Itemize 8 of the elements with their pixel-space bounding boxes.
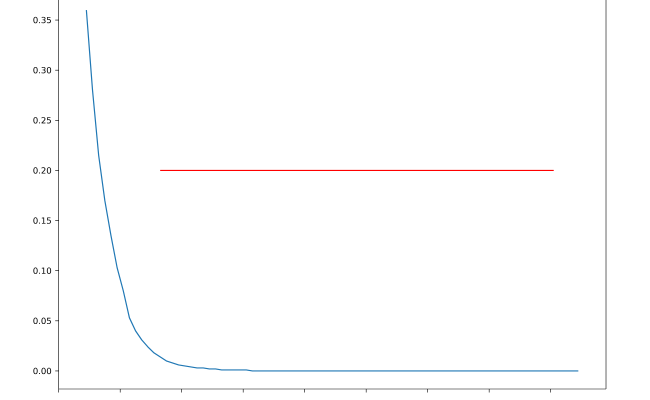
y-tick-label: 0.15 <box>33 217 51 224</box>
y-tick-label: 0.35 <box>33 16 51 24</box>
y-tick-label: 0.30 <box>33 66 52 74</box>
y-tick-label: 0.00 <box>33 368 52 374</box>
y-tick-label: 0.20 <box>33 167 52 174</box>
y-tick-label: 0.05 <box>33 318 51 324</box>
y-tick-label: 0.10 <box>33 267 52 274</box>
y-tick-label: 0.25 <box>33 117 51 124</box>
